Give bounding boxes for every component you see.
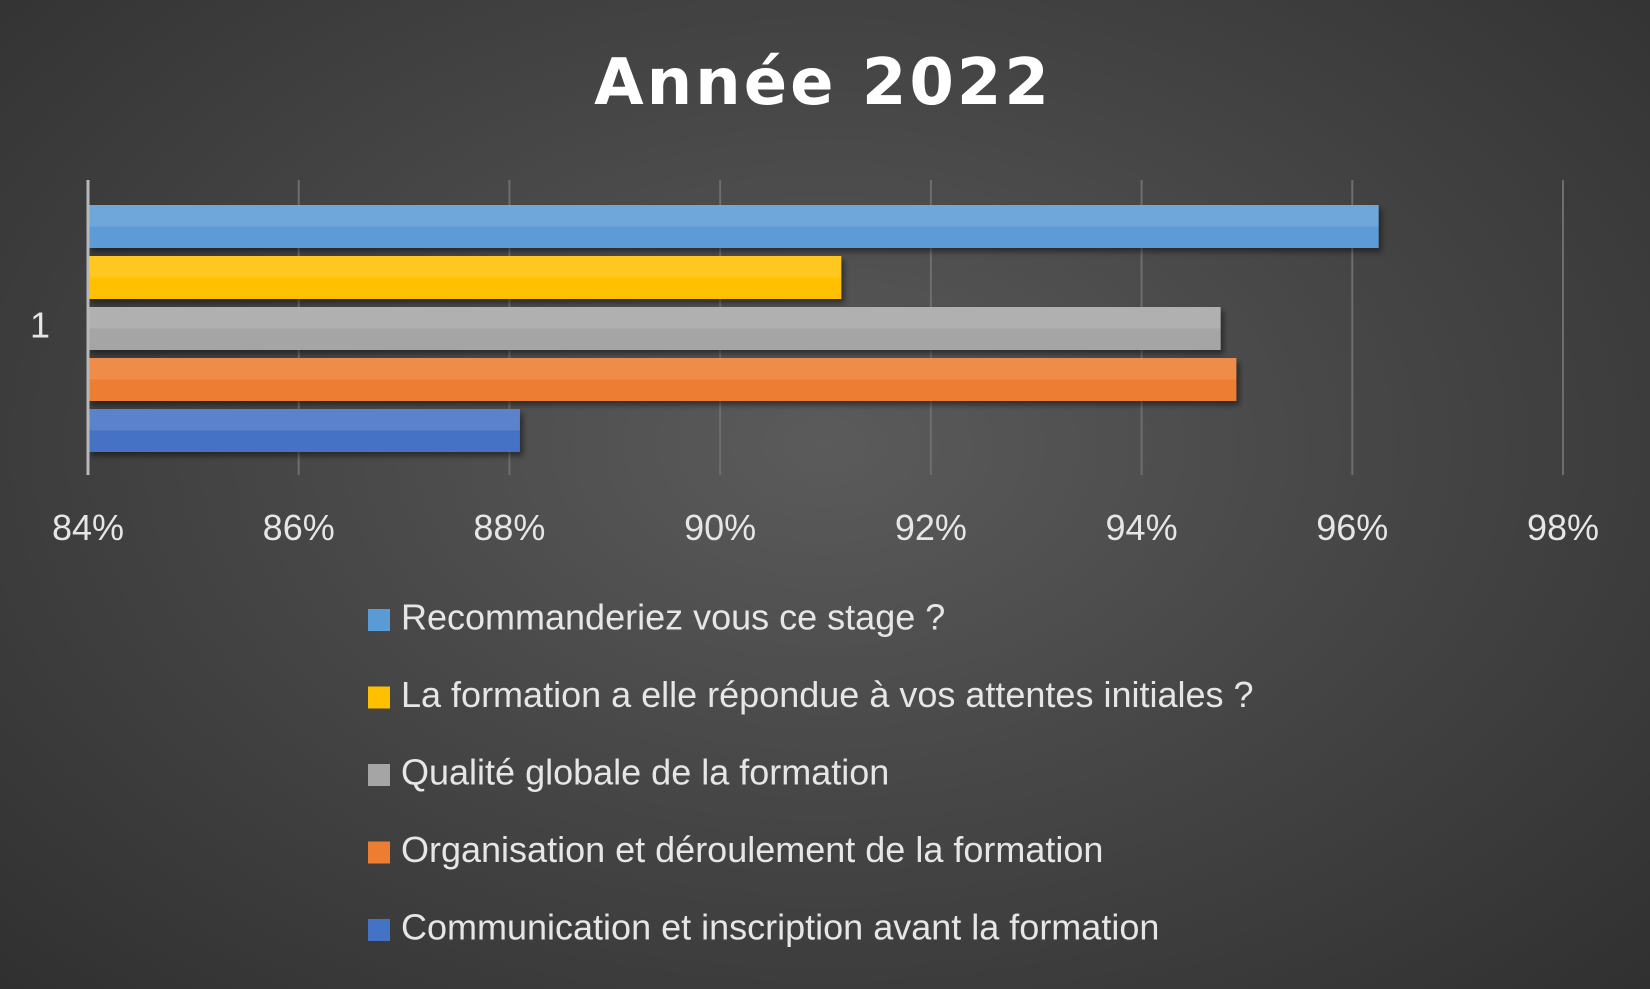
legend-swatch	[368, 841, 390, 864]
bar	[88, 409, 520, 452]
legend-label: Recommanderiez vous ce stage ?	[401, 597, 945, 638]
bar-highlight	[88, 205, 1379, 227]
legend-swatch	[368, 919, 390, 941]
x-tick-label: 86%	[263, 507, 335, 548]
axes: 84% 86% 88% 90% 92% 94% 96% 98% 1	[30, 180, 1599, 548]
bar-highlight	[88, 307, 1221, 329]
legend-swatch	[368, 686, 390, 709]
x-tick-label: 90%	[684, 507, 756, 548]
bar	[88, 256, 842, 299]
category-label: 1	[30, 305, 50, 346]
legend-swatch	[368, 764, 390, 786]
x-tick-label: 84%	[52, 507, 124, 548]
legend: Recommanderiez vous ce stage ? La formati…	[368, 597, 1254, 948]
legend-swatch	[368, 609, 390, 631]
bar-highlight	[88, 256, 842, 278]
x-tick-label: 96%	[1316, 507, 1388, 548]
chart-title: Année 2022	[594, 46, 1052, 120]
bar	[88, 307, 1221, 350]
legend-label: Communication et inscription avant la fo…	[401, 907, 1159, 948]
bar	[88, 358, 1237, 401]
bar-highlight	[88, 409, 520, 431]
legend-label: Organisation et déroulement de la format…	[401, 829, 1103, 870]
bar-highlight	[88, 358, 1237, 380]
x-tick-label: 94%	[1106, 507, 1178, 548]
x-tick-label: 92%	[895, 507, 967, 548]
bar	[88, 205, 1379, 248]
legend-label: La formation a elle répondue à vos atten…	[401, 674, 1254, 715]
x-tick-label: 88%	[473, 507, 545, 548]
legend-label: Qualité globale de la formation	[401, 752, 889, 793]
bars	[88, 205, 1379, 452]
x-tick-label: 98%	[1527, 507, 1599, 548]
